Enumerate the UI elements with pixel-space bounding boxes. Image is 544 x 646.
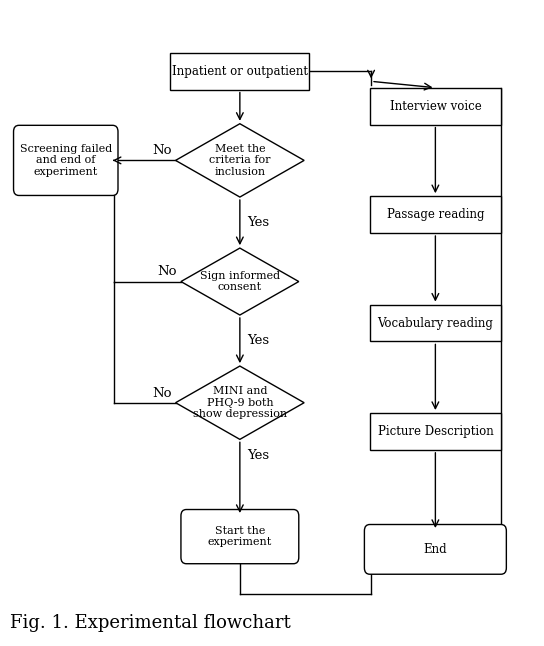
Text: Meet the
criteria for
inclusion: Meet the criteria for inclusion [209,144,270,177]
Text: No: No [152,387,172,400]
Text: Yes: Yes [248,449,270,462]
Text: Picture Description: Picture Description [378,425,493,438]
FancyBboxPatch shape [14,125,118,196]
FancyBboxPatch shape [370,88,501,125]
FancyBboxPatch shape [170,52,310,90]
Text: Yes: Yes [248,334,270,347]
Text: Interview voice: Interview voice [390,99,481,112]
FancyBboxPatch shape [364,525,506,574]
Text: Passage reading: Passage reading [387,208,484,221]
Text: Fig. 1. Experimental flowchart: Fig. 1. Experimental flowchart [10,614,290,632]
Text: Yes: Yes [248,216,270,229]
Text: Screening failed
and end of
experiment: Screening failed and end of experiment [20,144,112,177]
Text: Vocabulary reading: Vocabulary reading [378,317,493,329]
FancyBboxPatch shape [181,510,299,564]
Text: MINI and
PHQ-9 both
show depression: MINI and PHQ-9 both show depression [193,386,287,419]
Text: No: No [152,144,172,158]
Polygon shape [176,366,304,439]
Text: Sign informed
consent: Sign informed consent [200,271,280,293]
Text: Start the
experiment: Start the experiment [208,526,272,547]
Polygon shape [176,124,304,197]
FancyBboxPatch shape [370,413,501,450]
Polygon shape [181,248,299,315]
Text: No: No [158,266,177,278]
Text: End: End [424,543,447,556]
Text: Inpatient or outpatient: Inpatient or outpatient [172,65,308,78]
FancyBboxPatch shape [370,304,501,342]
FancyBboxPatch shape [370,196,501,233]
